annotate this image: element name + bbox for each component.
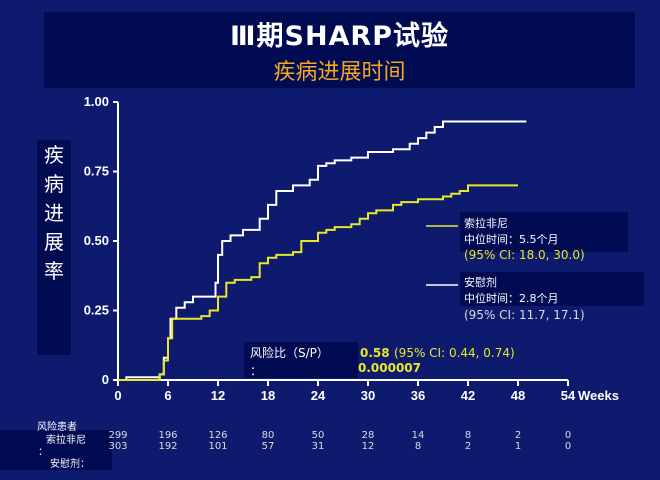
risk-table-cell: 8 <box>464 430 472 441</box>
hazard-ratio-value: 0.58 <box>360 346 390 360</box>
risk-table-cell: 0 <box>564 441 572 452</box>
x-tick-label: 48 <box>511 388 525 403</box>
y-tick-label: 0.25 <box>84 303 109 318</box>
risk-table-label-box <box>0 430 112 470</box>
y-tick-label: 1.00 <box>84 94 109 109</box>
p-value: 0.000007 <box>358 361 422 375</box>
x-axis-unit: Weeks <box>578 388 619 403</box>
risk-table-cell: 1 <box>514 441 522 452</box>
y-axis-label-char: 展 <box>44 230 64 254</box>
legend-sorafenib-median: 中位时间：5.5个月 <box>464 233 559 246</box>
y-axis-label-char: 进 <box>44 201 64 225</box>
series-line <box>118 184 518 381</box>
legend-sorafenib-box <box>460 212 628 252</box>
x-tick-label: 24 <box>311 388 326 403</box>
y-axis-label-char: 疾 <box>44 143 64 167</box>
risk-table-cell: 50 <box>311 430 325 441</box>
risk-table-cell: 2 <box>514 430 522 441</box>
legend-sorafenib-name: 索拉非尼 <box>464 217 508 230</box>
risk-table-cell: 196 <box>158 430 178 441</box>
legend-placebo-median: 中位时间：2.8个月 <box>464 292 559 305</box>
risk-table-cell: 0 <box>564 430 572 441</box>
y-tick-label: 0.50 <box>84 233 109 248</box>
x-tick-label: 12 <box>211 388 225 403</box>
hazard-ratio-box <box>244 342 358 378</box>
legend-sorafenib-swatch <box>426 225 458 227</box>
legend-placebo-box <box>460 272 644 306</box>
risk-table-cell: 126 <box>208 430 228 441</box>
y-tick-label: 0 <box>102 372 109 387</box>
y-axis-label-char: 率 <box>44 259 64 283</box>
y-axis-label: 疾 病 进 展 率 <box>37 140 71 355</box>
chart-series <box>118 120 527 381</box>
hazard-ratio-label: 风险比（S/P） <box>250 346 329 360</box>
risk-table-cell: 12 <box>361 441 375 452</box>
x-tick-label: 30 <box>361 388 375 403</box>
slide-title: Ⅲ期SHARP试验 <box>229 21 450 52</box>
x-tick-label: 6 <box>164 388 171 403</box>
risk-table-cell: 28 <box>361 430 375 441</box>
risk-table-cell: 31 <box>311 441 325 452</box>
y-tick-label: 0.75 <box>84 164 109 179</box>
risk-table-cell: 80 <box>261 430 275 441</box>
risk-table-title: 风险患者 <box>37 422 77 433</box>
y-axis-label-char: 病 <box>44 172 64 196</box>
risk-row-label-sorafenib: 索拉非尼 <box>46 435 86 446</box>
slide-subtitle: 疾病进展时间 <box>273 60 406 85</box>
risk-table-cell: 14 <box>411 430 425 441</box>
legend-placebo-name: 安慰剂 <box>464 276 497 289</box>
risk-table-cell: 299 <box>108 430 128 441</box>
risk-table-cell: 2 <box>464 441 472 452</box>
legend-placebo-swatch <box>426 284 458 286</box>
legend-sorafenib-ci: (95% CI: 18.0, 30.0) <box>464 248 585 262</box>
risk-table-cell: 57 <box>261 441 275 452</box>
legend-placebo-ci: (95% CI: 11.7, 17.1) <box>464 308 585 322</box>
title-box <box>44 12 635 88</box>
risk-row-label-placebo: 安慰剂： <box>50 459 90 470</box>
risk-row-colon: ： <box>38 447 48 458</box>
x-tick-label: 36 <box>411 388 425 403</box>
risk-table-cell: 192 <box>158 441 178 452</box>
risk-table-cell: 101 <box>208 441 228 452</box>
x-tick-label: 54 <box>561 388 576 403</box>
series-line <box>118 120 527 381</box>
risk-table-cell: 303 <box>108 441 128 452</box>
hazard-ratio-ci: (95% CI: 0.44, 0.74) <box>394 346 515 360</box>
x-tick-label: 42 <box>461 388 475 403</box>
x-tick-label: 0 <box>114 388 121 403</box>
chart-axes: 0 0.25 0.50 0.75 1.00 0 6 12 18 24 30 36 42 48 54 Weeks <box>84 94 619 403</box>
risk-table-cell: 8 <box>414 441 422 452</box>
x-tick-label: 18 <box>261 388 275 403</box>
hazard-ratio-colon: ： <box>250 364 263 378</box>
